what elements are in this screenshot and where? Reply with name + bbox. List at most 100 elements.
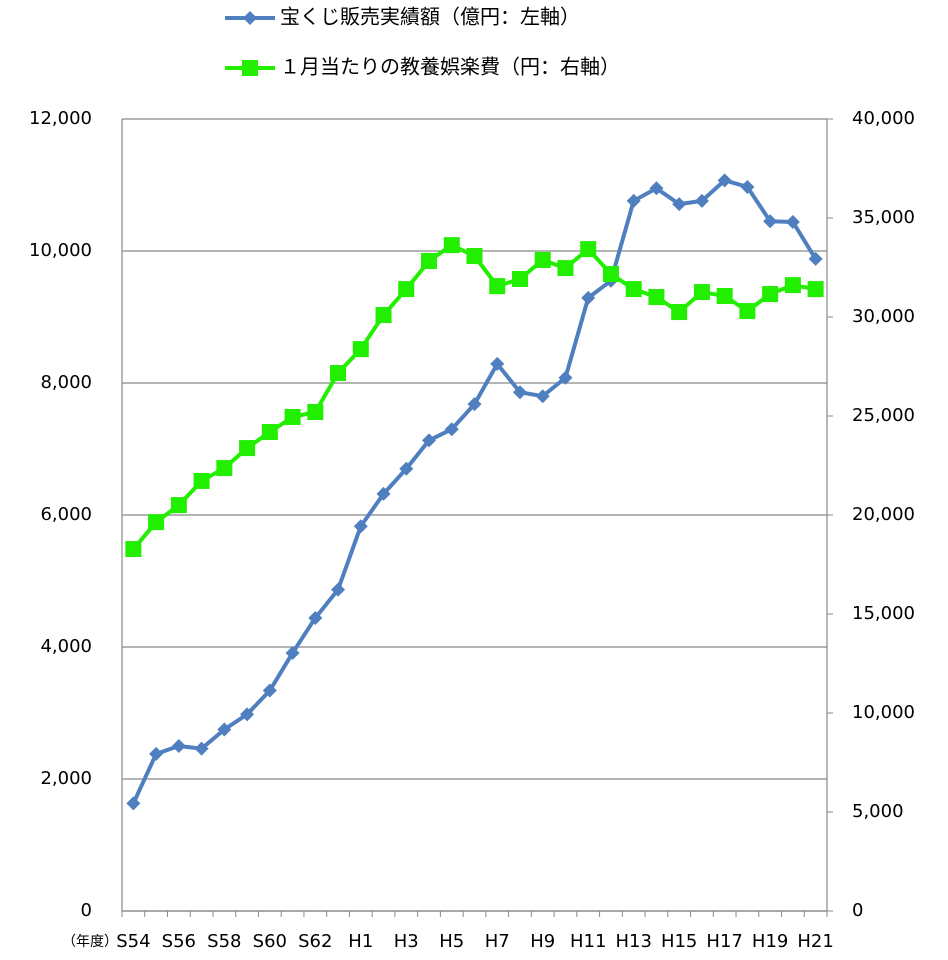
data-point	[216, 460, 233, 477]
y2-tick-label: 25,000	[852, 405, 915, 426]
x-tick-label: H13	[615, 931, 651, 952]
data-point	[512, 385, 527, 400]
y2-tick-label: 30,000	[852, 306, 915, 327]
data-point	[193, 472, 210, 489]
data-point	[740, 179, 755, 194]
data-point	[443, 237, 460, 254]
data-point	[671, 304, 688, 321]
data-point	[376, 486, 391, 501]
x-tick-label: H11	[570, 931, 606, 952]
data-point	[648, 289, 665, 306]
data-point	[149, 746, 164, 761]
data-point	[171, 739, 186, 753]
x-tick-label: H17	[706, 931, 742, 952]
data-point	[558, 370, 573, 385]
series-line	[131, 243, 816, 551]
x-tick-label: H7	[485, 931, 510, 952]
x-axis-label: （年度）	[62, 934, 118, 950]
data-point	[535, 389, 550, 404]
data-point	[217, 722, 232, 737]
data-point	[284, 408, 301, 425]
x-tick-label: H19	[752, 931, 788, 952]
data-point	[398, 281, 415, 298]
x-tick-label: S54	[116, 931, 150, 952]
data-point	[784, 277, 801, 294]
data-point	[261, 424, 278, 441]
data-point	[148, 514, 165, 531]
y2-tick-label: 0	[852, 900, 863, 921]
data-point	[807, 281, 824, 298]
x-tick-label: H21	[797, 931, 833, 952]
y-tick-label: 0	[81, 900, 92, 921]
data-point	[557, 260, 574, 277]
data-point	[489, 278, 506, 295]
data-point	[466, 248, 483, 265]
data-point	[739, 303, 756, 320]
data-point	[626, 193, 641, 208]
y2-tick-label: 5,000	[852, 801, 904, 822]
legend-label: １月当たりの教養娯楽費（円：右軸）	[280, 55, 620, 79]
data-point	[125, 541, 142, 558]
x-tick-label: S62	[298, 931, 332, 952]
legend-label: 宝くじ販売実績額（億円：左軸）	[280, 5, 580, 29]
data-point	[672, 197, 687, 212]
data-point	[716, 288, 733, 305]
data-point	[444, 422, 459, 437]
legend-marker	[243, 11, 257, 25]
x-tick-label: H15	[661, 931, 697, 952]
data-point	[467, 397, 482, 412]
data-point	[763, 214, 778, 229]
data-point	[422, 433, 437, 448]
x-tick-label: H1	[348, 931, 373, 952]
y-tick-label: 2,000	[40, 768, 92, 789]
data-point	[580, 241, 597, 258]
y-tick-label: 8,000	[40, 372, 92, 393]
data-point	[785, 214, 800, 229]
x-tick-label: H5	[439, 931, 464, 952]
data-point	[194, 741, 209, 756]
data-point	[285, 645, 300, 660]
data-point	[581, 290, 596, 305]
x-tick-label: S56	[162, 931, 196, 952]
data-point	[308, 610, 323, 625]
data-point	[239, 440, 256, 457]
data-point	[808, 251, 823, 266]
data-point	[307, 404, 324, 421]
legend-marker	[242, 60, 258, 76]
x-tick-label: H9	[530, 931, 555, 952]
data-point	[375, 307, 392, 324]
data-point	[330, 365, 347, 382]
data-point	[240, 707, 255, 722]
data-point	[353, 519, 368, 534]
y-tick-label: 4,000	[40, 636, 92, 657]
data-point	[331, 582, 346, 597]
data-point	[126, 796, 141, 811]
data-point	[421, 252, 438, 269]
data-point	[693, 284, 710, 301]
data-point	[352, 341, 369, 358]
y2-tick-label: 20,000	[852, 504, 915, 525]
y-tick-label: 10,000	[29, 240, 92, 261]
data-point	[649, 181, 664, 196]
data-point	[602, 266, 619, 283]
y2-tick-label: 35,000	[852, 207, 915, 228]
x-tick-label: H3	[394, 931, 419, 952]
data-point	[262, 683, 277, 698]
data-point	[511, 270, 528, 287]
y2-tick-label: 15,000	[852, 603, 915, 624]
data-point	[694, 193, 709, 208]
series-line	[131, 178, 818, 805]
data-point	[534, 251, 551, 268]
data-point	[717, 173, 732, 188]
data-point	[399, 461, 414, 476]
data-point	[490, 356, 505, 371]
x-tick-label: S58	[207, 931, 241, 952]
data-point	[762, 286, 779, 303]
y2-tick-label: 10,000	[852, 702, 915, 723]
y-tick-label: 6,000	[40, 504, 92, 525]
y-tick-label: 12,000	[29, 108, 92, 129]
data-point	[170, 497, 187, 514]
y2-tick-label: 40,000	[852, 108, 915, 129]
x-tick-label: S60	[253, 931, 287, 952]
